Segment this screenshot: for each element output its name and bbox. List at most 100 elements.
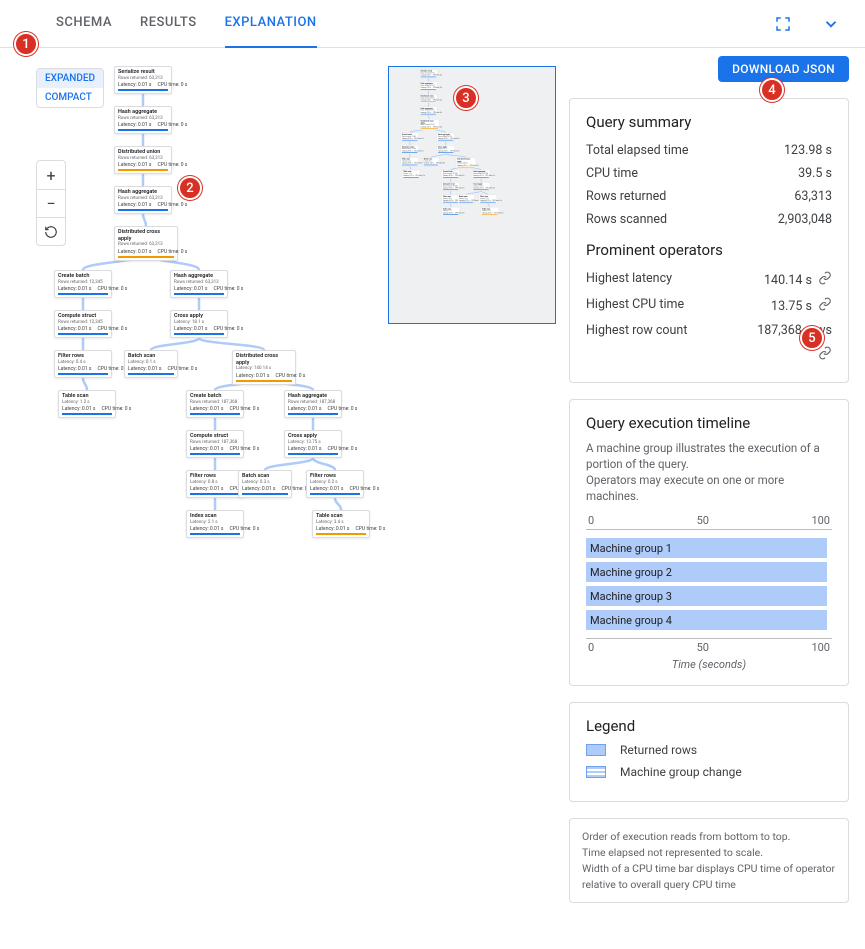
plan-node[interactable]: Distributed unionRows returned: 63,313La… xyxy=(114,146,172,174)
legend-swatch-change xyxy=(586,766,606,778)
plan-node[interactable]: Hash aggregateRows returned: 63,313Laten… xyxy=(170,270,228,298)
plan-node[interactable]: Distributed cross applyLatency: 140.14 s… xyxy=(232,350,296,385)
timeline-bars: Machine group 1 Machine group 2 Machine … xyxy=(586,529,832,639)
download-json-button[interactable]: DOWNLOAD JSON xyxy=(718,56,849,82)
plan-node[interactable]: Hash aggregateRows returned: 187,368Late… xyxy=(284,390,342,418)
axis-100-bottom: 100 xyxy=(811,641,830,654)
plan-node[interactable]: Filter rowsLatency: 0.4 sLatency: 0.01 s… xyxy=(54,350,112,378)
footnote-line: Time elapsed not represented to scale. xyxy=(582,845,836,861)
footnote-line: Width of a CPU time bar displays CPU tim… xyxy=(582,861,836,893)
link-icon[interactable] xyxy=(818,297,832,315)
plan-node[interactable]: Table scanLatency: 1.2 sLatency: 0.01 sC… xyxy=(402,170,420,179)
timeline-title: Query execution timeline xyxy=(586,414,832,432)
axis-100: 100 xyxy=(811,514,830,527)
mode-expanded[interactable]: EXPANDED xyxy=(37,69,103,88)
timeline-bar: Machine group 2 xyxy=(586,562,827,582)
plan-node[interactable]: Distributed cross applyLatency: 140.14 s… xyxy=(456,158,476,169)
legend-returned-label: Returned rows xyxy=(620,743,697,757)
plan-node[interactable]: Serialize resultRows returned: 63,313Lat… xyxy=(419,69,437,78)
summary-returned-value: 63,313 xyxy=(794,189,832,204)
plan-node[interactable]: Create batchRows returned: 187,368Latenc… xyxy=(186,390,244,418)
plan-node[interactable]: Distributed cross applyRows returned: 63… xyxy=(114,226,178,261)
callout-5: 5 xyxy=(800,326,824,350)
plan-node[interactable]: Compute structRows returned: 12,345Laten… xyxy=(54,310,112,338)
plan-node[interactable]: Batch scanLatency: 0.3 sLatency: 0.01 sC… xyxy=(458,195,475,204)
tab-schema[interactable]: SCHEMA xyxy=(56,0,112,48)
timeline-desc-2: Operators may execute on one or more mac… xyxy=(586,473,784,503)
plan-node[interactable]: Hash aggregateRows returned: 63,313Laten… xyxy=(437,133,455,142)
plan-node[interactable]: Cross applyLatency: 13.75 sLatency: 0.01… xyxy=(472,182,490,191)
plan-node[interactable]: Filter rowsLatency: 0.4 sLatency: 0.01 s… xyxy=(401,158,419,167)
plan-panel: EXPANDED COMPACT + − Serialize resultRow… xyxy=(16,58,556,933)
plan-node[interactable]: Serialize resultRows returned: 63,313Lat… xyxy=(114,66,172,94)
axis-0-bottom: 0 xyxy=(588,641,594,654)
timeline-desc-1: A machine group illustrates the executio… xyxy=(586,441,820,471)
prominent-cpu-value: 13.75 s xyxy=(771,299,812,314)
callout-3: 3 xyxy=(454,86,478,110)
link-icon[interactable] xyxy=(818,346,832,364)
plan-node[interactable]: Hash aggregateRows returned: 63,313Laten… xyxy=(419,107,437,116)
zoom-controls: + − xyxy=(36,160,66,246)
footnote-line: Order of execution reads from bottom to … xyxy=(582,829,836,845)
legend-swatch-returned xyxy=(586,744,606,756)
plan-node[interactable]: Compute structRows returned: 187,368Late… xyxy=(442,182,460,191)
plan-node[interactable]: Filter rowsLatency: 0.2 sLatency: 0.01 s… xyxy=(306,470,364,498)
summary-elapsed-value: 123.98 s xyxy=(784,143,832,158)
timeline-bar: Machine group 3 xyxy=(586,586,827,606)
prominent-title: Prominent operators xyxy=(586,241,832,259)
plan-node[interactable]: Index scanLatency: 2.1 sLatency: 0.01 sC… xyxy=(442,207,460,216)
mode-compact[interactable]: COMPACT xyxy=(37,88,103,107)
plan-node[interactable]: Cross applyLatency: 18.1 sLatency: 0.01 … xyxy=(437,145,455,154)
timeline-card: Query execution timeline A machine group… xyxy=(569,399,849,686)
plan-node[interactable]: Table scanLatency: 3.4 sLatency: 0.01 sC… xyxy=(481,207,499,216)
plan-node[interactable]: Index scanLatency: 2.1 sLatency: 0.01 sC… xyxy=(186,510,244,538)
summary-returned-label: Rows returned xyxy=(586,189,666,204)
plan-node[interactable]: Cross applyLatency: 18.1 sLatency: 0.01 … xyxy=(170,310,228,338)
summary-scanned-label: Rows scanned xyxy=(586,212,667,227)
legend-card: Legend Returned rows Machine group chang… xyxy=(569,702,849,802)
prominent-rows-label: Highest row count xyxy=(586,323,687,338)
expand-icon[interactable] xyxy=(821,14,841,34)
plan-node[interactable]: Batch scanLatency: 0.1 sLatency: 0.01 sC… xyxy=(124,350,178,378)
plan-node[interactable]: Table scanLatency: 3.4 sLatency: 0.01 sC… xyxy=(312,510,370,538)
timeline-caption: Time (seconds) xyxy=(586,658,832,671)
plan-node[interactable]: Create batchRows returned: 12,345Latency… xyxy=(401,133,419,142)
zoom-in-icon[interactable]: + xyxy=(37,161,65,189)
fullscreen-icon[interactable] xyxy=(773,14,793,34)
plan-node[interactable]: Filter rowsLatency: 0.8 sLatency: 0.01 s… xyxy=(186,470,244,498)
plan-node[interactable]: Compute structRows returned: 12,345Laten… xyxy=(401,145,419,154)
prominent-latency-value: 140.14 s xyxy=(764,273,812,288)
plan-node[interactable]: Distributed cross applyRows returned: 63… xyxy=(419,119,439,130)
plan-node[interactable]: Hash aggregateRows returned: 63,313Laten… xyxy=(419,82,437,91)
callout-4: 4 xyxy=(760,78,784,102)
summary-cpu-value: 39.5 s xyxy=(798,166,832,181)
axis-50-bottom: 50 xyxy=(697,641,709,654)
plan-node[interactable]: Hash aggregateRows returned: 63,313Laten… xyxy=(114,186,172,214)
plan-node[interactable]: Table scanLatency: 1.2 sLatency: 0.01 sC… xyxy=(58,390,116,418)
zoom-out-icon[interactable]: − xyxy=(37,189,65,217)
link-icon[interactable] xyxy=(818,271,832,289)
plan-node[interactable]: Cross applyLatency: 13.75 sLatency: 0.01… xyxy=(284,430,342,458)
axis-0: 0 xyxy=(588,514,594,527)
plan-node[interactable]: Create batchRows returned: 187,368Latenc… xyxy=(442,170,460,179)
prominent-cpu-label: Highest CPU time xyxy=(586,297,684,315)
plan-node[interactable]: Batch scanLatency: 0.1 sLatency: 0.01 sC… xyxy=(422,158,439,167)
prominent-latency-label: Highest latency xyxy=(586,271,672,289)
plan-node[interactable]: Distributed unionRows returned: 63,313La… xyxy=(419,94,437,103)
legend-change-label: Machine group change xyxy=(620,765,742,779)
plan-node[interactable]: Batch scanLatency: 0.3 sLatency: 0.01 sC… xyxy=(238,470,292,498)
plan-node[interactable]: Filter rowsLatency: 0.2 sLatency: 0.01 s… xyxy=(479,195,497,204)
plan-node[interactable]: Hash aggregateRows returned: 187,368Late… xyxy=(472,170,490,179)
tab-results[interactable]: RESULTS xyxy=(140,0,197,48)
view-mode-toggle: EXPANDED COMPACT xyxy=(36,68,104,108)
zoom-reset-icon[interactable] xyxy=(37,217,65,245)
legend-title: Legend xyxy=(586,717,832,735)
plan-node[interactable]: Compute structRows returned: 187,368Late… xyxy=(186,430,244,458)
plan-node[interactable]: Hash aggregateRows returned: 63,313Laten… xyxy=(114,106,172,134)
plan-node[interactable]: Create batchRows returned: 12,345Latency… xyxy=(54,270,112,298)
footnote: Order of execution reads from bottom to … xyxy=(569,818,849,903)
tab-explanation[interactable]: EXPLANATION xyxy=(225,0,317,48)
summary-elapsed-label: Total elapsed time xyxy=(586,143,688,158)
timeline-bar: Machine group 4 xyxy=(586,610,827,630)
summary-scanned-value: 2,903,048 xyxy=(778,212,832,227)
